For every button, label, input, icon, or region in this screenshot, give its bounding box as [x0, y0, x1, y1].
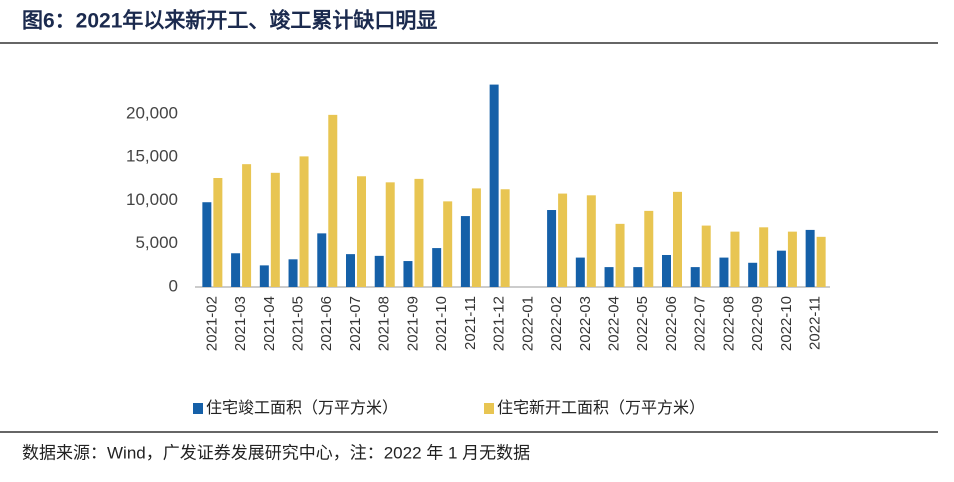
bar [317, 233, 327, 287]
x-tick-label: 2022-11 [807, 296, 824, 350]
bar [615, 223, 625, 287]
x-tick-label: 2021-03 [232, 296, 249, 351]
y-tick-label: 20,000 [126, 103, 178, 122]
x-tick-label: 2022-06 [663, 296, 680, 351]
x-tick-label: 2022-05 [634, 296, 651, 351]
x-tick-label: 2022-01 [519, 296, 536, 351]
bar [787, 231, 797, 287]
chart-title: 图6：2021年以来新开工、竣工累计缺口明显 [22, 9, 437, 33]
x-tick-label: 2022-09 [749, 296, 766, 351]
legend-swatch [484, 403, 494, 414]
bar [547, 210, 557, 287]
bar [759, 227, 769, 287]
bar [432, 248, 442, 287]
bar [374, 255, 384, 287]
bar [575, 257, 585, 287]
bar [299, 156, 309, 287]
x-tick-label: 2021-04 [261, 296, 278, 351]
bar [443, 201, 453, 287]
bar [242, 164, 252, 287]
bar [816, 236, 826, 287]
source-note: 数据来源：Wind，广发证券发展研究中心，注：2022 年 1 月无数据 [22, 443, 530, 462]
x-tick-label: 2021-07 [347, 296, 364, 351]
bar [346, 254, 355, 287]
x-tick-label: 2022-04 [606, 296, 623, 351]
bar [489, 84, 499, 287]
x-tick-label: 2022-10 [778, 296, 795, 351]
bar [471, 188, 481, 287]
bar [719, 257, 729, 287]
bar [604, 267, 614, 287]
x-tick-label: 2021-11 [462, 296, 479, 350]
x-tick-label: 2022-08 [720, 296, 737, 351]
legend-label: 住宅新开工面积（万平方米） [497, 399, 705, 417]
bar [213, 178, 223, 287]
bar [202, 202, 212, 287]
y-tick-label: 10,000 [126, 190, 178, 209]
bar [673, 191, 682, 287]
bar [328, 114, 338, 288]
x-tick-label: 2022-03 [577, 296, 594, 351]
bar [730, 231, 740, 287]
x-tick-label: 2021-06 [318, 296, 335, 351]
bar [403, 261, 413, 287]
bar [460, 216, 470, 287]
bar [633, 267, 643, 287]
x-tick-label: 2021-02 [203, 296, 220, 351]
x-tick-label: 2021-09 [404, 296, 421, 351]
bar [357, 176, 366, 287]
bar [690, 267, 700, 287]
bar [776, 250, 786, 287]
bar [662, 254, 671, 287]
x-tick-label: 2021-08 [376, 296, 393, 351]
x-tick-label: 2021-05 [290, 296, 307, 351]
bar [288, 259, 298, 287]
bar [586, 195, 596, 287]
bar [644, 210, 654, 287]
y-tick-label: 5,000 [135, 233, 178, 252]
x-tick-label: 2022-07 [692, 296, 709, 351]
bar [259, 265, 269, 287]
x-tick-label: 2021-12 [491, 296, 508, 351]
bar [231, 253, 241, 287]
legend-swatch [193, 403, 203, 414]
bar [270, 172, 280, 287]
legend-label: 住宅竣工面积（万平方米） [206, 399, 398, 417]
bar [701, 225, 711, 287]
bar [385, 182, 395, 287]
y-tick-label: 15,000 [126, 147, 178, 166]
x-tick-label: 2021-10 [433, 296, 450, 351]
x-tick-label: 2022-02 [548, 296, 565, 351]
y-tick-label: 0 [169, 276, 178, 295]
bar [414, 178, 424, 287]
bar [500, 189, 510, 287]
bar [805, 229, 815, 287]
bar [558, 193, 568, 287]
bar [748, 262, 758, 287]
